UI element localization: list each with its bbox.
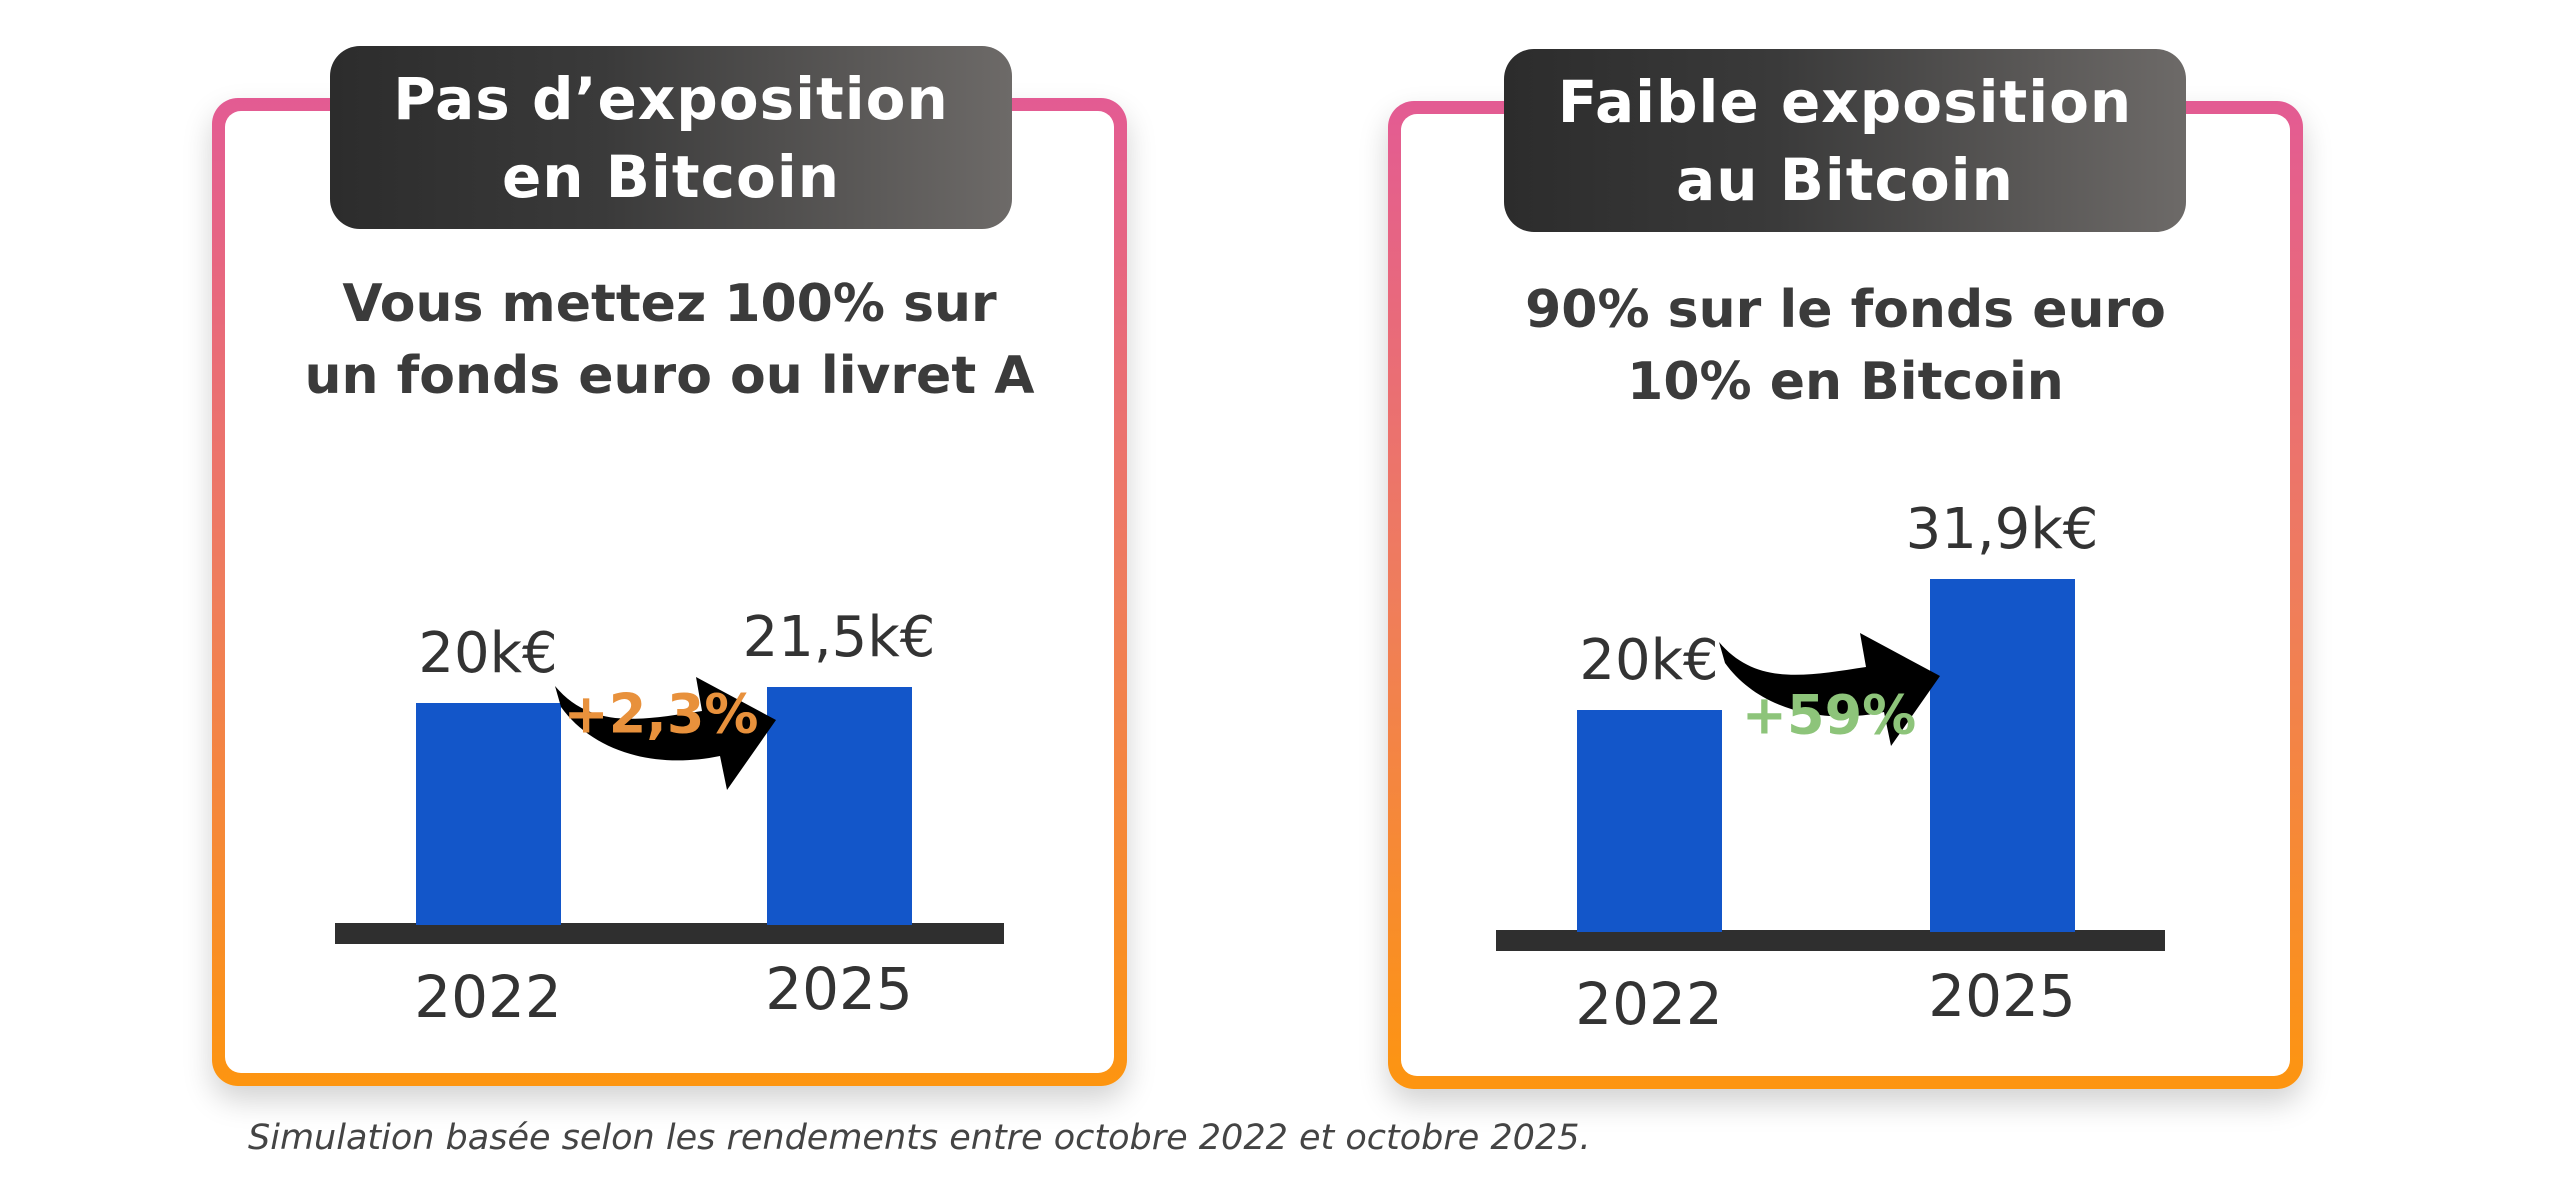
panel-no-exposure: Vous mettez 100% sur un fonds euro ou li…: [212, 98, 1127, 1086]
data-label-2022: 20k€: [1579, 628, 1719, 693]
change-percent: +59%: [1741, 683, 1917, 747]
curved-arrow-icon: [1719, 633, 1940, 746]
header-line: Faible exposition: [1557, 67, 2133, 136]
panel-background: [225, 111, 1114, 1073]
bar-2025: [1930, 579, 2075, 932]
panel-header: Faible exposition au Bitcoin: [1504, 49, 2186, 232]
footnote: Simulation basée selon les rendements en…: [248, 1118, 1591, 1158]
baseline: [335, 923, 1004, 944]
panel-subtitle: 90% sur le fonds euro 10% en Bitcoin: [1388, 274, 2303, 418]
x-tick-2025: 2025: [765, 955, 913, 1023]
panel-low-exposure: 90% sur le fonds euro 10% en Bitcoin 20k…: [1388, 101, 2303, 1089]
x-tick-2022: 2022: [1575, 970, 1723, 1038]
subtitle-line: 90% sur le fonds euro: [1525, 280, 2166, 340]
subtitle-line: Vous mettez 100% sur: [342, 274, 997, 334]
baseline: [1496, 930, 2165, 951]
bar-2022: [1577, 710, 1722, 932]
subtitle-line: un fonds euro ou livret A: [304, 346, 1035, 406]
data-label-2022: 20k€: [418, 621, 558, 686]
bar-2025: [767, 686, 912, 925]
change-percent: +2,3%: [563, 682, 759, 746]
x-tick-2025: 2025: [1928, 962, 2076, 1030]
data-label-2025: 31,9k€: [1905, 497, 2099, 563]
curved-arrow-icon: [555, 677, 776, 790]
panel-background: [1401, 114, 2290, 1076]
subtitle-line: 10% en Bitcoin: [1627, 352, 2064, 412]
bar-2022: [416, 703, 561, 925]
header-line: en Bitcoin: [501, 142, 841, 211]
x-tick-2022: 2022: [414, 963, 562, 1031]
header-line: au Bitcoin: [1676, 145, 2014, 214]
header-line: Pas d’exposition: [393, 64, 949, 133]
panel-subtitle: Vous mettez 100% sur un fonds euro ou li…: [212, 268, 1127, 412]
data-label-2025: 21,5k€: [742, 604, 936, 670]
panel-header: Pas d’exposition en Bitcoin: [330, 46, 1012, 229]
